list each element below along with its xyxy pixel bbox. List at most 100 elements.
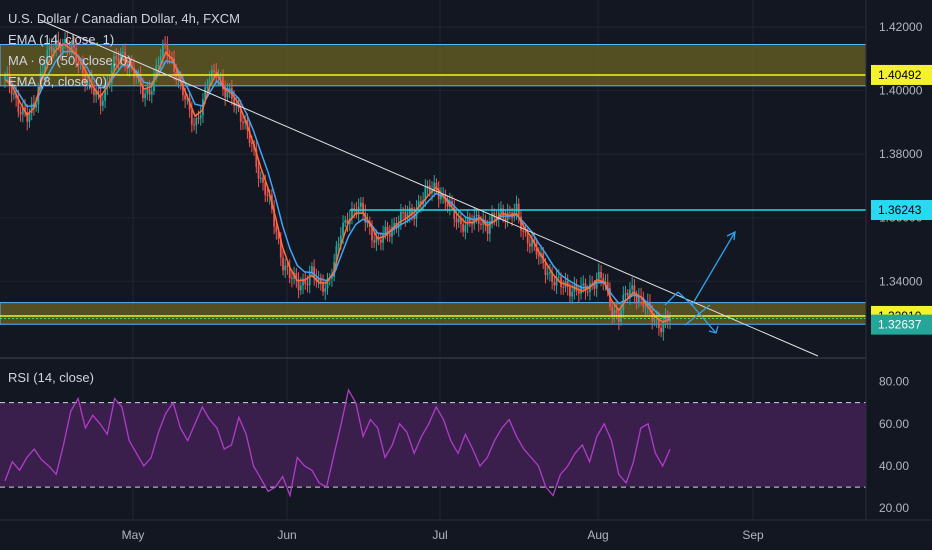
candle-body-14	[35, 104, 38, 108]
candle-body-136	[306, 283, 309, 286]
candle-body-127	[286, 265, 289, 268]
candle-body-172	[386, 226, 389, 234]
candle-body-138	[311, 266, 313, 274]
price-badge-label-3: 1.32637	[878, 318, 922, 332]
candle-body-275	[615, 310, 618, 313]
candle-body-240	[537, 254, 540, 257]
candle-body-128	[288, 267, 291, 279]
candle-body-295	[660, 327, 663, 333]
candle-body-52	[119, 52, 122, 62]
candle-body-91	[206, 87, 209, 89]
candle-body-107	[242, 121, 244, 123]
candle-body-118	[266, 194, 269, 197]
candle-body-217	[486, 225, 489, 234]
price-levels	[0, 74, 866, 317]
candle-body-287	[642, 297, 645, 308]
candle-body-199	[446, 202, 449, 207]
candle-body-92	[208, 79, 211, 88]
arrow-segment-3	[691, 304, 717, 334]
rsi-title[interactable]: RSI (14, close)	[8, 370, 94, 385]
candle-body-152	[342, 222, 344, 236]
candle-body-10	[26, 112, 29, 122]
candle-body-268	[600, 271, 602, 278]
candle-body-27	[64, 39, 66, 44]
candle-body-205	[460, 218, 462, 225]
indicator-ema-8[interactable]: EMA (8, close, 0)	[8, 74, 107, 89]
candle-body-69	[157, 65, 160, 67]
candle-body-110	[248, 130, 251, 143]
candle-body-193	[433, 182, 436, 190]
candle-body-61	[139, 74, 142, 86]
candle-body-85	[193, 124, 195, 126]
supply-demand-zone-0	[0, 44, 867, 87]
candle-body-20	[48, 46, 51, 50]
candle-body-154	[346, 219, 349, 224]
candle-body-3	[10, 85, 13, 95]
candle-body-43	[99, 94, 102, 106]
chart-title[interactable]: U.S. Dollar / Canadian Dollar, 4h, FXCM	[8, 11, 240, 26]
candle-body-129	[291, 278, 293, 280]
candle-body-0	[4, 75, 6, 80]
candle-body-282	[631, 285, 634, 290]
candle-body-86	[195, 118, 198, 126]
candle-body-178	[399, 211, 402, 224]
price-badge-label-1: 1.36243	[878, 203, 922, 217]
candle-body-255	[571, 291, 574, 297]
candle-body-122	[275, 226, 278, 233]
candle-body-21	[50, 46, 53, 53]
candle-body-90	[204, 87, 207, 100]
indicator-ma-60[interactable]: MA · 60 (50, close, 0)	[8, 53, 132, 68]
candle-body-245	[548, 272, 551, 274]
candle-body-279	[624, 293, 627, 295]
candle-body-246	[551, 272, 554, 283]
arrow-segment-1	[677, 291, 693, 306]
time-label-jun: Jun	[277, 528, 296, 542]
candle-body-237	[531, 239, 534, 247]
projection-arrows	[664, 230, 736, 334]
candle-body-117	[264, 182, 267, 195]
candle-body-36	[84, 73, 86, 85]
candle-body-62	[141, 85, 144, 99]
candle-body-142	[319, 277, 322, 283]
candle-body-103	[233, 98, 235, 106]
candle-body-6	[17, 98, 20, 112]
candle-body-65	[148, 88, 151, 95]
price-badge-label-0: 1.40492	[878, 68, 922, 82]
candle-body-4	[12, 93, 15, 95]
candle-body-42	[97, 90, 100, 95]
candle-body-292	[653, 320, 656, 322]
candle-body-50	[115, 56, 118, 59]
candle-body-115	[259, 177, 262, 179]
candle-body-133	[299, 285, 302, 291]
candle-body-71	[162, 43, 164, 57]
candle-body-288	[644, 307, 647, 309]
candle-body-99	[224, 89, 227, 98]
candle-body-16	[39, 72, 42, 87]
candle-body-211	[473, 215, 476, 225]
candle-body-208	[466, 216, 469, 226]
candle-body-167	[375, 236, 378, 243]
candle-body-132	[297, 280, 300, 291]
time-label-may: May	[122, 528, 145, 542]
candle-body-235	[526, 232, 529, 244]
candle-body-196	[440, 195, 442, 200]
candle-body-88	[199, 115, 202, 119]
candle-body-24	[57, 40, 60, 47]
candle-body-182	[408, 207, 411, 215]
candle-body-55	[126, 65, 129, 69]
candle-body-215	[482, 220, 485, 225]
candle-body-181	[406, 214, 409, 219]
candle-body-73	[166, 44, 169, 56]
candle-body-124	[279, 238, 282, 258]
candle-body-230	[515, 203, 518, 212]
rsi-tick-label-2: 40.00	[879, 459, 909, 473]
price-badge-bg-1	[871, 200, 932, 221]
candle-body-232	[520, 216, 522, 231]
indicator-ema-14[interactable]: EMA (14, close, 1)	[8, 32, 115, 47]
candle-body-207	[464, 225, 467, 232]
arrow-segment-0	[664, 291, 679, 306]
candle-body-214	[480, 223, 482, 225]
price-badge-bg-3	[871, 314, 932, 335]
candle-body-265	[593, 284, 596, 289]
